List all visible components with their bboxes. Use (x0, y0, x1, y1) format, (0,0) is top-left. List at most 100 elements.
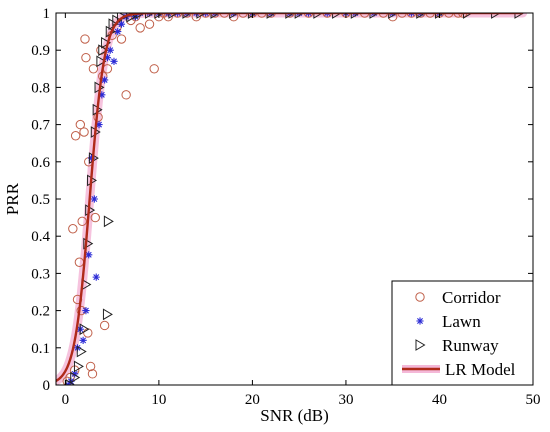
runway-point-1 (70, 371, 81, 384)
corridor-point-34 (158, 13, 169, 18)
lawn-point-17 (114, 28, 122, 36)
corridor-point-31 (144, 19, 155, 29)
lawn-point-12 (98, 91, 106, 99)
y-tick-label-0.9: 0.9 (31, 43, 50, 59)
corridor-point-17 (88, 64, 99, 74)
legend-marker-runway (415, 339, 426, 351)
legend-symbol-2 (415, 339, 426, 351)
corridor-point-36 (172, 13, 183, 18)
y-tick-label-0.6: 0.6 (31, 155, 50, 171)
corridor-point-26 (116, 34, 127, 44)
legend-symbol-0 (415, 292, 425, 302)
corridor-point-4 (70, 131, 81, 141)
x-axis-label: SNR (dB) (260, 406, 328, 425)
corridor-point-60 (453, 13, 463, 18)
x-tick-label-50: 50 (526, 392, 541, 408)
corridor-point-30 (135, 23, 145, 33)
corridor-point-37 (182, 13, 192, 18)
runway-point-3 (76, 345, 87, 358)
lawn-point-11 (95, 121, 103, 129)
corridor-point-56 (416, 13, 426, 18)
runway-point-42 (463, 13, 474, 19)
y-tick-label-0.7: 0.7 (31, 118, 50, 134)
corridor-point-39 (200, 13, 211, 18)
x-tick-label-40: 40 (432, 392, 447, 408)
legend-label-runway: Runway (442, 336, 499, 355)
y-axis-label: PRR (3, 182, 22, 215)
corridor-point-32 (149, 64, 159, 74)
lawn-point-9 (90, 195, 98, 203)
lawn-point-5 (79, 336, 87, 344)
corridor-point-27 (121, 90, 131, 100)
corridor-point-40 (210, 13, 220, 18)
runway-point-35 (313, 13, 324, 19)
corridor-point-52 (378, 13, 389, 18)
corridor-point-7 (75, 119, 86, 130)
legend-symbol-1 (416, 317, 424, 325)
corridor-point-16 (87, 369, 98, 379)
lr-model-line (56, 13, 523, 382)
corridor-point-49 (322, 13, 332, 18)
corridor-point-18 (90, 212, 100, 223)
runway-point-24 (145, 13, 156, 19)
corridor-point-9 (77, 216, 87, 227)
runway-point-28 (196, 13, 207, 19)
lawn-point-15 (106, 46, 114, 54)
corridor-point-61 (458, 13, 468, 18)
y-tick-label-0.2: 0.2 (31, 304, 50, 320)
corridor-point-41 (219, 13, 230, 18)
corridor-point-57 (425, 13, 435, 18)
runway-point-13 (96, 55, 107, 68)
corridor-point-47 (285, 13, 295, 18)
runway-point-16 (102, 308, 113, 321)
runway-point-15 (101, 36, 112, 49)
x-tick-label-30: 30 (338, 392, 353, 408)
runway-point-38 (369, 13, 380, 19)
axes: 0 10 20 30 40 50 0 0.1 0.2 0.3 0.4 0.5 0.6 0.7 0.8 0.9 1 (31, 6, 540, 408)
runway-point-39 (388, 13, 399, 19)
runway-point-43 (491, 13, 502, 19)
corridor-point-48 (303, 13, 314, 18)
legend-label-corridor: Corridor (442, 288, 501, 307)
x-tick-label-10: 10 (151, 392, 166, 408)
runway-point-26 (168, 13, 179, 19)
y-tick-label-0.3: 0.3 (31, 266, 50, 282)
legend-marker-corridor (415, 292, 425, 302)
y-tick-label-0: 0 (43, 378, 51, 394)
corridor-point-38 (191, 13, 201, 22)
corridor-point-12 (81, 52, 91, 63)
runway-point-30 (229, 13, 240, 19)
y-tick-label-0.5: 0.5 (31, 192, 50, 208)
corridor-point-45 (257, 13, 267, 18)
runway-point-23 (135, 13, 146, 19)
plot-area (56, 13, 528, 385)
lawn-point-8 (87, 154, 96, 162)
legend-label-lr-model: LR Model (445, 360, 516, 379)
legend-entry-lr-model: LR Model (402, 360, 516, 379)
runway-point-33 (285, 13, 296, 19)
corridor-point-59 (444, 13, 454, 18)
corridor-point-43 (238, 13, 248, 18)
lawn-point-7 (85, 251, 93, 259)
x-tick-label-20: 20 (245, 392, 260, 408)
corridor-point-2 (68, 224, 78, 234)
corridor-point-54 (397, 13, 407, 18)
corridor-point-10 (79, 127, 89, 137)
lawn-point-10 (92, 273, 100, 281)
runway-point-40 (416, 13, 427, 19)
legend-entry-runway: Runway (415, 336, 499, 355)
corridor-point-35 (163, 13, 173, 22)
corridor-point-55 (406, 13, 417, 18)
lawn-point-16 (110, 57, 118, 65)
x-tick-label-0: 0 (62, 392, 70, 408)
corridor-point-15 (85, 361, 96, 372)
runway-point-2 (73, 360, 84, 373)
lawn-point-14 (103, 54, 112, 62)
y-tick-label-0.4: 0.4 (31, 229, 50, 245)
y-tick-label-0.1: 0.1 (31, 341, 50, 357)
corridor-point-11 (80, 34, 90, 44)
lawn-point-13 (101, 76, 109, 84)
runway-point-6 (83, 237, 94, 250)
y-tick-label-1: 1 (43, 6, 51, 22)
